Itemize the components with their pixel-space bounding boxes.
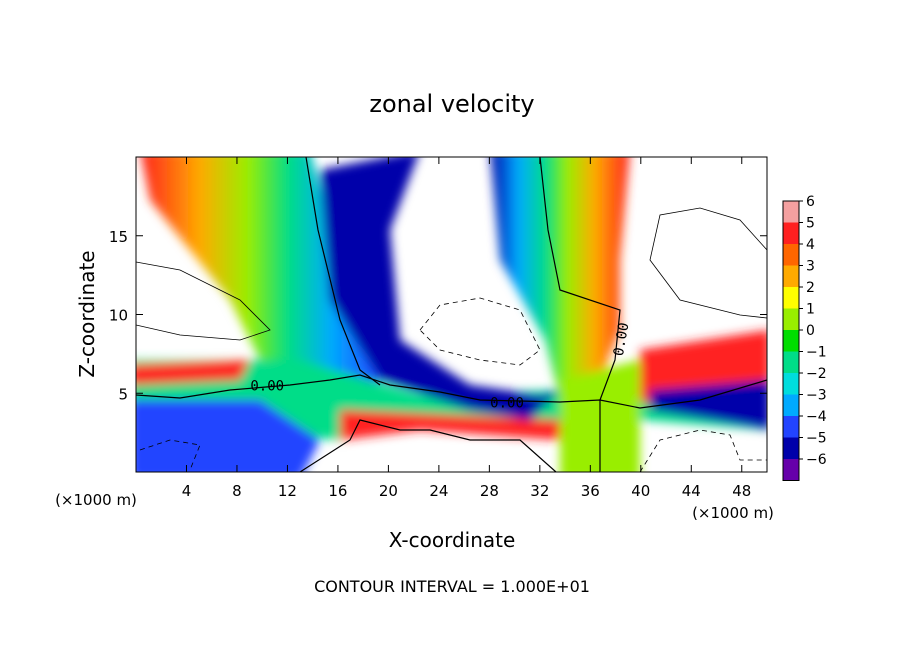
colorbar-swatch-11 (783, 437, 799, 459)
x-axis: 4 8 12 16 20 24 28 32 36 40 44 48 (182, 157, 751, 500)
colorbar-swatch-2 (783, 244, 799, 266)
colorbar-swatch-8 (783, 373, 799, 395)
colorbar-label-3: 3 (806, 259, 815, 275)
y-axis-label: Z-coordinate (75, 250, 99, 377)
colorbar: 6 5 4 3 2 1 0 −1 −2 −3 −4 −5 −6 (782, 194, 827, 481)
dashed-contour-right (639, 429, 767, 472)
colorbar-label-2: 4 (806, 237, 815, 253)
x-unit-right: (×1000 m) (692, 504, 774, 522)
colorbar-label-4: 2 (806, 280, 815, 296)
x-tick-label-24: 24 (429, 482, 448, 500)
colorbar-swatch-0 (783, 201, 799, 223)
x-unit-left: (×1000 m) (55, 491, 137, 509)
x-tick-label-12: 12 (278, 482, 297, 500)
contour-label-2: 0.00 (611, 321, 633, 357)
heatmap-lower-left-blue (136, 400, 320, 472)
x-tick-label-44: 44 (682, 482, 701, 500)
x-tick-label-16: 16 (328, 482, 347, 500)
contour-label-group: 0.00 0.00 0.00 (250, 321, 632, 411)
colorbar-label-1: 5 (806, 216, 815, 232)
colorbar-swatch-1 (783, 222, 799, 244)
y-tick-label-5: 5 (118, 385, 128, 403)
x-axis-label: X-coordinate (389, 528, 516, 552)
contour-interval-note: CONTOUR INTERVAL = 1.000E+01 (314, 577, 590, 596)
colorbar-swatch-4 (783, 287, 799, 309)
x-tick-label-20: 20 (379, 482, 398, 500)
colorbar-label-10: −4 (806, 409, 827, 425)
colorbar-swatch-6 (783, 330, 799, 352)
x-tick-label-32: 32 (530, 482, 549, 500)
dashed-contour-left (139, 439, 201, 471)
zero-contour-lower (299, 419, 557, 472)
x-tick-label-48: 48 (732, 482, 751, 500)
colorbar-label-11: −5 (806, 431, 827, 447)
contour-label-1: 0.00 (490, 396, 524, 412)
zero-contour-main (136, 374, 767, 409)
x-tick-label-40: 40 (631, 482, 650, 500)
x-tick-label-36: 36 (581, 482, 600, 500)
colorbar-label-7: −1 (806, 345, 827, 361)
colorbar-label-12: −6 (806, 452, 827, 468)
colorbar-label-8: −2 (806, 366, 827, 382)
zero-contour-right-vertical (539, 157, 621, 472)
heatmap-center-blue (320, 157, 560, 420)
y-tick-label-15: 15 (109, 228, 128, 246)
dashed-contour-center (419, 297, 541, 366)
colorbar-frame (782, 200, 800, 481)
thin-contour-right (649, 207, 767, 319)
colorbar-label-5: 1 (806, 302, 815, 318)
heatmap-top-left-band (141, 157, 380, 420)
y-tick-label-10: 10 (109, 307, 128, 325)
heatmap-right-band (490, 157, 630, 400)
heatmap-right-edge-blue (650, 380, 767, 430)
heatmap-lower-center-red (340, 410, 560, 440)
chart-title: zonal velocity (369, 90, 534, 118)
colorbar-swatch-9 (783, 394, 799, 416)
colorbar-swatch-10 (783, 416, 799, 438)
colorbar-label-0: 6 (806, 194, 815, 210)
colorbar-swatch-12 (783, 459, 799, 481)
heatmap-field (136, 157, 767, 472)
colorbar-swatch-5 (783, 308, 799, 330)
colorbar-swatch-3 (783, 265, 799, 287)
heatmap-lower-red (136, 360, 250, 385)
contour-lines (136, 157, 767, 472)
x-tick-label-8: 8 (232, 482, 242, 500)
colorbar-label-6: 0 (806, 323, 815, 339)
colorbar-label-9: −3 (806, 388, 827, 404)
x-tick-label-4: 4 (182, 482, 192, 500)
colorbar-swatch-7 (783, 351, 799, 373)
x-tick-label-28: 28 (480, 482, 499, 500)
thin-contour-left (136, 261, 271, 341)
zero-contour-left-vertical (305, 157, 381, 386)
contour-label-0: 0.00 (250, 378, 284, 394)
y-axis: 5 10 15 (109, 228, 767, 403)
